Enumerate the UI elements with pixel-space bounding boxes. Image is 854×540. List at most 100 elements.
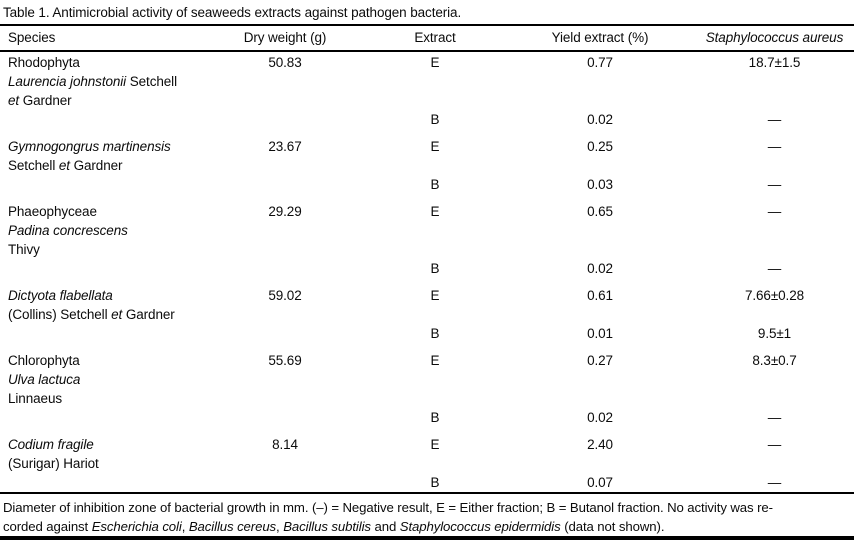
table-row: Codium fragile 8.14 E 2.40 — [0, 435, 854, 454]
extract-cell: E [430, 353, 440, 368]
extract-cell: E [430, 437, 440, 452]
column-header-yield-extract: Yield extract (%) [551, 30, 649, 45]
yield-extract-cell: 0.27 [587, 353, 613, 368]
species-name-text: , [276, 519, 284, 534]
table-row: Gymnogongrus martinensis 23.67 E 0.25 — [0, 137, 854, 156]
extract-cell [365, 156, 505, 175]
extract-cell: B [430, 177, 440, 192]
saureus-cell: — [767, 112, 782, 127]
yield-extract-cell: 0.02 [587, 410, 613, 425]
yield-extract-cell: 0.61 [587, 288, 613, 303]
dry-weight-cell [205, 240, 365, 259]
extract-cell [365, 389, 505, 408]
species-cell: Linnaeus [0, 389, 205, 408]
dry-weight-cell [205, 110, 365, 129]
dry-weight-cell [205, 305, 365, 324]
species-cell: Padina concrescens [0, 221, 205, 240]
table-row: B 0.01 9.5±1 [0, 324, 854, 343]
table-row: B 0.02 — [0, 408, 854, 427]
species-name-text: Gardner [69, 158, 123, 173]
saureus-cell: — [767, 177, 782, 192]
table-row: Chlorophyta 55.69 E 0.27 8.3±0.7 [0, 351, 854, 370]
saureus-cell [695, 91, 854, 110]
yield-extract-cell [505, 221, 695, 240]
extract-cell [365, 221, 505, 240]
table-row: B 0.03 — [0, 175, 854, 194]
species-cell: Gymnogongrus martinensis [0, 137, 205, 156]
yield-extract-cell: 0.02 [587, 112, 613, 127]
species-name-italic: Codium fragile [8, 437, 94, 452]
dry-weight-cell: 59.02 [268, 288, 302, 303]
yield-extract-cell: 0.01 [587, 326, 613, 341]
dry-weight-cell [205, 175, 365, 194]
footnote-line-1: Diameter of inhibition zone of bacterial… [3, 500, 773, 515]
footnote-line-2: corded against Escherichia coli, Bacillu… [3, 517, 851, 536]
dry-weight-cell [205, 389, 365, 408]
yield-extract-cell: 0.25 [587, 139, 613, 154]
species-cell [0, 175, 205, 194]
species-name-text: Linnaeus [8, 391, 62, 406]
table-row: B 0.07 — [0, 473, 854, 492]
species-cell: Rhodophyta [0, 53, 205, 72]
yield-extract-cell [505, 454, 695, 473]
species-cell [0, 110, 205, 129]
table-body: Rhodophyta 50.83 E 0.77 18.7±1.5 Laurencia jo… [0, 52, 854, 492]
species-cell [0, 408, 205, 427]
column-header-dry-weight: Dry weight (g) [243, 30, 327, 45]
species-name-text: corded against [3, 519, 92, 534]
extract-cell [365, 91, 505, 110]
table-caption: Table 1. Antimicrobial activity of seawe… [3, 5, 462, 20]
extract-cell: B [430, 261, 440, 276]
column-header-extract: Extract [414, 30, 456, 45]
saureus-cell [695, 221, 854, 240]
species-name-text: Phaeophyceae [8, 204, 97, 219]
species-name-italic: et [111, 307, 123, 322]
table-row: B 0.02 — [0, 259, 854, 278]
species-block: Rhodophyta 50.83 E 0.77 18.7±1.5 Laurencia jo… [0, 53, 854, 129]
table-row: Ulva lactuca [0, 370, 854, 389]
species-cell: Chlorophyta [0, 351, 205, 370]
species-block: Dictyota flabellata 59.02 E 0.61 7.66±0.28 (C… [0, 286, 854, 343]
extract-cell: B [430, 410, 440, 425]
yield-extract-cell: 2.40 [587, 437, 613, 452]
table-row: B 0.02 — [0, 110, 854, 129]
species-cell: Ulva lactuca [0, 370, 205, 389]
species-name-text: , [181, 519, 189, 534]
extract-cell: E [430, 288, 440, 303]
extract-cell: B [430, 112, 440, 127]
species-name-italic: Staphylococcus epidermidis [399, 519, 561, 534]
saureus-cell [695, 454, 854, 473]
dry-weight-cell [205, 370, 365, 389]
species-name-text: Chlorophyta [8, 353, 80, 368]
species-cell: Thivy [0, 240, 205, 259]
saureus-cell: — [767, 139, 782, 154]
dry-weight-cell: 55.69 [268, 353, 302, 368]
dry-weight-cell [205, 408, 365, 427]
yield-extract-cell [505, 305, 695, 324]
species-cell: Laurencia johnstonii Setchell [0, 72, 205, 91]
yield-extract-cell: 0.65 [587, 204, 613, 219]
extract-cell: E [430, 55, 440, 70]
species-name-text: (Collins) Setchell [8, 307, 112, 322]
species-name-italic: et [58, 158, 70, 173]
page-bottom-bar [0, 536, 854, 540]
column-header-species: Species [8, 30, 56, 45]
table-row: (Collins) Setchell et Gardner [0, 305, 854, 324]
species-cell [0, 324, 205, 343]
saureus-cell [695, 240, 854, 259]
species-name-text: Setchell [126, 74, 177, 89]
extract-cell [365, 305, 505, 324]
yield-extract-cell: 0.07 [587, 475, 613, 490]
yield-extract-cell [505, 91, 695, 110]
dry-weight-cell [205, 156, 365, 175]
species-cell [0, 259, 205, 278]
extract-cell [365, 370, 505, 389]
table-header: Species Dry weight (g) Extract Yield ext… [0, 24, 854, 52]
table-row: Padina concrescens [0, 221, 854, 240]
saureus-cell: — [767, 475, 782, 490]
dry-weight-cell [205, 72, 365, 91]
table-row: Rhodophyta 50.83 E 0.77 18.7±1.5 [0, 53, 854, 72]
species-name-text: (Surigar) Hariot [8, 456, 99, 471]
species-cell: (Surigar) Hariot [0, 454, 205, 473]
